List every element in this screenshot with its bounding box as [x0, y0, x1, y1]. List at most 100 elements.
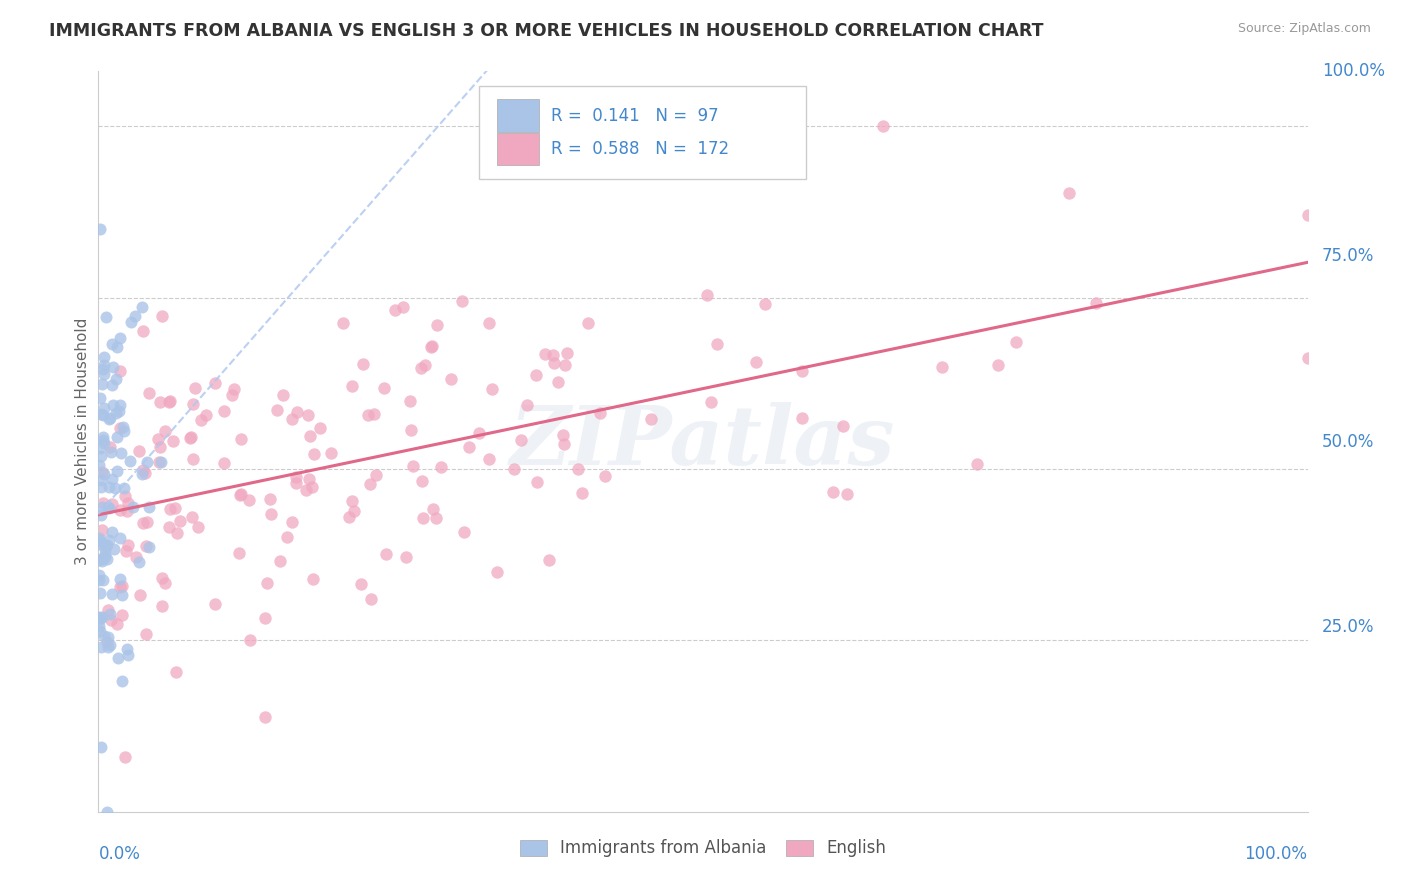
- Point: [96, 634, 118, 648]
- Point: [108, 531, 131, 545]
- Text: 100.0%: 100.0%: [1244, 845, 1308, 863]
- Point: [214, 456, 236, 470]
- Point: [298, 472, 321, 486]
- Point: [132, 463, 155, 477]
- Point: [90, 376, 112, 391]
- Point: [135, 627, 157, 641]
- Point: [93, 629, 115, 643]
- Point: [90, 552, 112, 566]
- Point: [595, 469, 617, 483]
- Point: [108, 398, 131, 412]
- Point: [832, 418, 855, 433]
- Point: [640, 412, 662, 426]
- Point: [228, 546, 250, 560]
- Text: 50.0%: 50.0%: [1322, 433, 1375, 450]
- Point: [93, 358, 115, 372]
- Point: [97, 630, 120, 644]
- Point: [131, 467, 153, 481]
- Point: [108, 363, 131, 377]
- Point: [453, 524, 475, 539]
- Point: [1296, 207, 1319, 221]
- Point: [169, 514, 191, 528]
- Point: [110, 446, 132, 460]
- Point: [90, 474, 112, 488]
- Point: [108, 421, 131, 435]
- Point: [931, 360, 953, 375]
- Point: [105, 340, 128, 354]
- Point: [120, 454, 142, 468]
- Point: [93, 361, 115, 376]
- Point: [125, 549, 148, 564]
- Point: [204, 376, 226, 391]
- Point: [553, 436, 575, 450]
- Point: [87, 553, 110, 567]
- Point: [100, 613, 122, 627]
- Point: [392, 300, 415, 314]
- Point: [87, 531, 110, 545]
- Point: [411, 361, 433, 376]
- Point: [157, 395, 180, 409]
- Point: [398, 394, 420, 409]
- Point: [254, 709, 277, 723]
- Point: [98, 480, 121, 494]
- Point: [180, 430, 202, 444]
- Point: [357, 408, 380, 422]
- Point: [419, 340, 441, 354]
- Point: [90, 407, 112, 421]
- Point: [165, 665, 187, 679]
- Point: [120, 315, 142, 329]
- Point: [107, 651, 129, 665]
- Point: [131, 516, 153, 530]
- Text: Source: ZipAtlas.com: Source: ZipAtlas.com: [1237, 22, 1371, 36]
- Text: R =  0.141   N =  97: R = 0.141 N = 97: [551, 107, 718, 125]
- Point: [91, 524, 114, 538]
- Point: [138, 500, 160, 514]
- Point: [309, 421, 332, 435]
- Point: [98, 500, 121, 515]
- Point: [104, 481, 127, 495]
- Text: 100.0%: 100.0%: [1322, 62, 1385, 80]
- Point: [91, 573, 114, 587]
- Point: [89, 391, 111, 405]
- Point: [299, 429, 322, 443]
- Point: [239, 633, 262, 648]
- Point: [89, 441, 111, 455]
- Point: [422, 502, 444, 516]
- Point: [872, 119, 894, 133]
- Point: [1296, 351, 1319, 365]
- Point: [100, 445, 122, 459]
- Point: [153, 424, 176, 438]
- Point: [181, 451, 204, 466]
- Point: [510, 433, 533, 447]
- Point: [128, 444, 150, 458]
- Point: [266, 403, 288, 417]
- Point: [96, 538, 118, 552]
- Point: [98, 441, 121, 455]
- Point: [111, 578, 134, 592]
- Point: [339, 510, 361, 524]
- Point: [228, 487, 250, 501]
- Point: [516, 398, 538, 412]
- Point: [375, 547, 398, 561]
- Point: [413, 359, 436, 373]
- Point: [94, 310, 117, 324]
- Point: [131, 301, 153, 315]
- Point: [89, 222, 111, 236]
- Point: [987, 358, 1010, 372]
- Point: [108, 404, 131, 418]
- Point: [94, 541, 117, 556]
- Text: 25.0%: 25.0%: [1322, 617, 1375, 636]
- Point: [89, 585, 111, 599]
- Point: [159, 502, 181, 516]
- Point: [555, 345, 578, 359]
- Point: [114, 750, 136, 764]
- Point: [91, 496, 114, 510]
- Point: [254, 610, 277, 624]
- Point: [468, 426, 491, 441]
- Point: [554, 358, 576, 372]
- Text: 0.0%: 0.0%: [98, 845, 141, 863]
- Point: [100, 336, 122, 351]
- Point: [222, 383, 245, 397]
- Text: R =  0.588   N =  172: R = 0.588 N = 172: [551, 140, 728, 158]
- Point: [790, 410, 813, 425]
